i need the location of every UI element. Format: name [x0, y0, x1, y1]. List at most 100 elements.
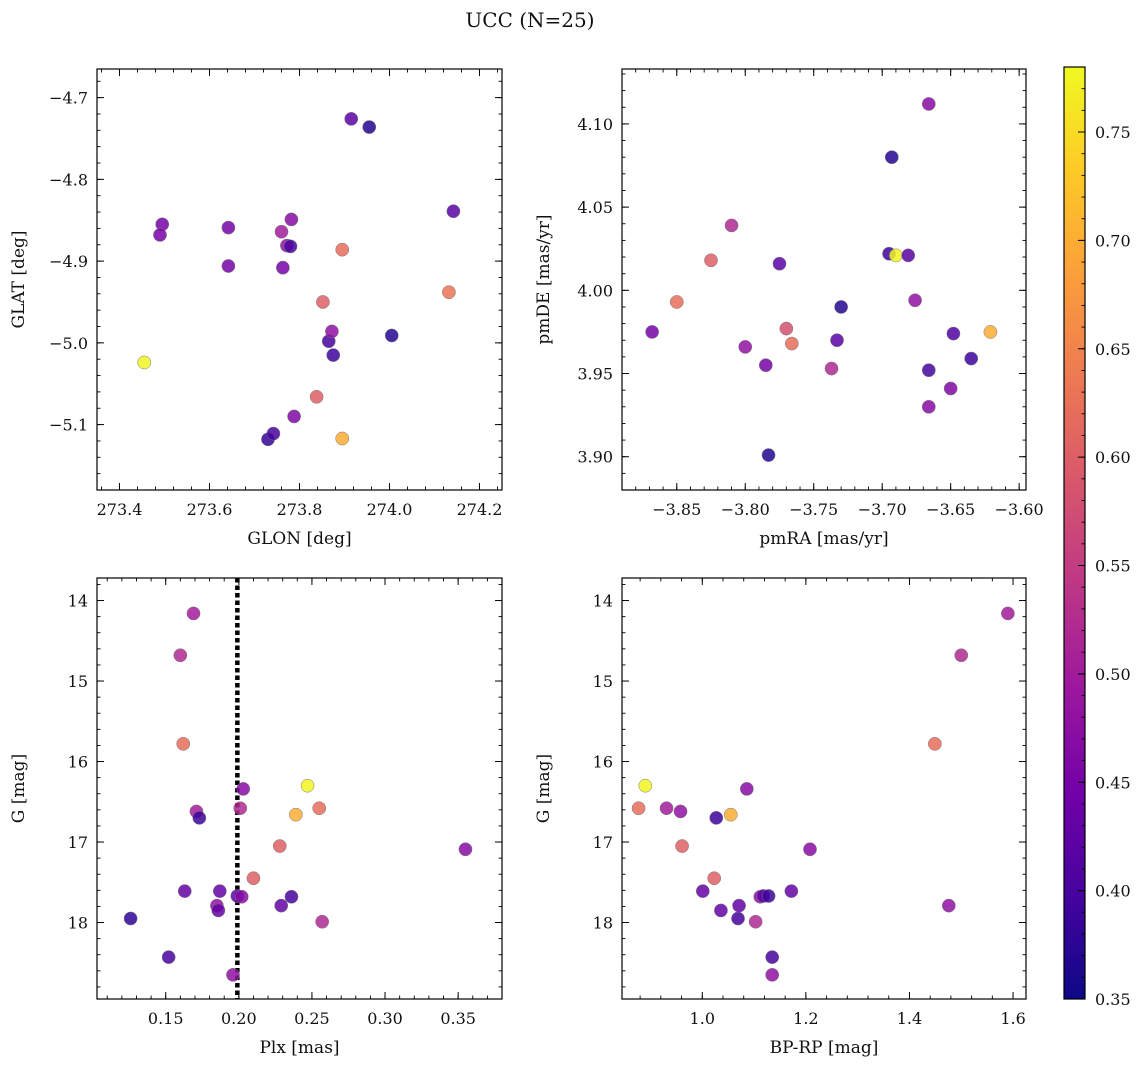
- data-point: [123, 911, 138, 926]
- scatter-panel-2: −3.85 −3.80 −3.75 −3.70 −3.65 −3.60 3.90 3.95 4.…: [534, 68, 1044, 549]
- data-point: [236, 782, 251, 796]
- x-tick-label: −3.65: [926, 500, 975, 519]
- x-tick-label: 1.4: [897, 1009, 922, 1028]
- x-tick-label: −3.80: [721, 500, 770, 519]
- points-group: [137, 112, 461, 447]
- data-point: [645, 325, 659, 339]
- data-point: [221, 220, 236, 235]
- data-point: [284, 212, 299, 227]
- axes-frame: [96, 577, 503, 1000]
- y-axis-label: GLAT [deg]: [9, 230, 29, 328]
- data-point: [946, 326, 961, 341]
- data-point: [221, 259, 236, 273]
- data-point: [659, 801, 674, 816]
- data-point: [177, 884, 192, 898]
- data-point: [669, 295, 684, 309]
- y-tick-label: 4.10: [577, 115, 613, 134]
- x-tick-label: 0.15: [148, 1009, 184, 1028]
- data-point: [246, 871, 261, 886]
- y-tick-label: 4.00: [577, 281, 613, 300]
- data-point: [673, 804, 688, 819]
- data-point: [226, 968, 240, 982]
- data-point: [921, 97, 936, 111]
- y-tick-label: 18: [593, 914, 613, 933]
- y-tick-label: 14: [68, 592, 88, 611]
- data-point: [283, 239, 298, 254]
- data-point: [276, 260, 290, 275]
- x-tick-label: 0.35: [440, 1009, 476, 1028]
- colorbar-gradient: [1063, 66, 1086, 1000]
- data-point: [921, 399, 936, 414]
- x-tick-label: −3.85: [652, 500, 701, 519]
- y-tick-label: 17: [593, 833, 613, 852]
- data-point: [458, 842, 473, 857]
- data-point: [316, 295, 330, 309]
- x-tick-label: −3.75: [789, 500, 838, 519]
- data-point: [335, 242, 350, 257]
- y-tick-label: 15: [68, 672, 88, 691]
- data-point: [362, 120, 377, 134]
- data-point: [765, 950, 780, 964]
- data-point: [983, 325, 998, 339]
- y-tick-label: −4.9: [49, 252, 88, 271]
- x-tick-label: 273.6: [187, 500, 233, 519]
- y-tick-label: −4.7: [49, 89, 88, 108]
- data-point: [287, 409, 301, 424]
- data-point: [758, 358, 773, 373]
- data-point: [761, 448, 776, 462]
- data-point: [784, 336, 799, 351]
- x-tick-label: 1.2: [793, 1009, 818, 1028]
- y-tick-label: 18: [68, 914, 88, 933]
- data-point: [765, 968, 780, 982]
- data-point: [784, 884, 799, 898]
- data-point: [941, 898, 956, 913]
- data-point: [272, 839, 287, 853]
- x-tick-label: 274.2: [457, 500, 503, 519]
- x-tick-label: 1.0: [690, 1009, 715, 1028]
- data-point: [1001, 606, 1015, 621]
- data-point: [274, 224, 289, 239]
- data-point: [300, 778, 315, 793]
- x-tick-label: 273.8: [277, 500, 323, 519]
- data-point: [889, 248, 903, 263]
- data-point: [284, 889, 299, 904]
- data-point: [927, 736, 942, 751]
- colorbar-tick-label: 0.45: [1095, 773, 1131, 792]
- y-tick-label: −4.8: [49, 170, 88, 189]
- data-point: [309, 389, 324, 404]
- axes-frame: [96, 68, 503, 491]
- data-point: [192, 811, 207, 825]
- data-point: [266, 426, 281, 441]
- colorbar-tick-label: 0.65: [1095, 340, 1131, 359]
- points-group: [123, 606, 473, 982]
- x-tick-label: 0.20: [221, 1009, 257, 1028]
- x-axis-label: GLON [deg]: [247, 529, 351, 549]
- x-tick-label: −3.70: [858, 500, 907, 519]
- y-tick-label: 14: [593, 592, 613, 611]
- data-point: [884, 150, 899, 165]
- data-point: [738, 340, 753, 354]
- y-axis-label: G [mag]: [534, 754, 554, 823]
- data-point: [335, 431, 350, 446]
- data-point: [709, 811, 724, 825]
- data-point: [723, 807, 738, 822]
- data-point: [695, 884, 710, 898]
- y-tick-label: 16: [68, 753, 88, 772]
- y-tick-label: 3.90: [577, 448, 613, 467]
- scatter-panel-3: 0.15 0.20 0.25 0.30 0.35 14 15 16 17 18 Plx [mas] G…: [9, 577, 503, 1058]
- data-point: [964, 351, 979, 366]
- data-point: [731, 911, 745, 926]
- y-tick-label: 4.05: [577, 198, 613, 217]
- x-tick-label: 0.25: [294, 1009, 330, 1028]
- y-tick-label: 15: [593, 672, 613, 691]
- x-axis-label: pmRA [mas/yr]: [759, 529, 888, 549]
- data-point: [233, 801, 248, 816]
- data-point: [153, 228, 167, 242]
- data-point: [704, 253, 718, 268]
- scatter-panel-1: 273.4 273.6 273.8 274.0 274.2 −4.7 −4.8 −4.9 −5.…: [9, 68, 503, 549]
- x-tick-label: −3.60: [995, 500, 1044, 519]
- data-point: [137, 355, 152, 370]
- data-point: [344, 112, 359, 126]
- data-point: [834, 300, 848, 314]
